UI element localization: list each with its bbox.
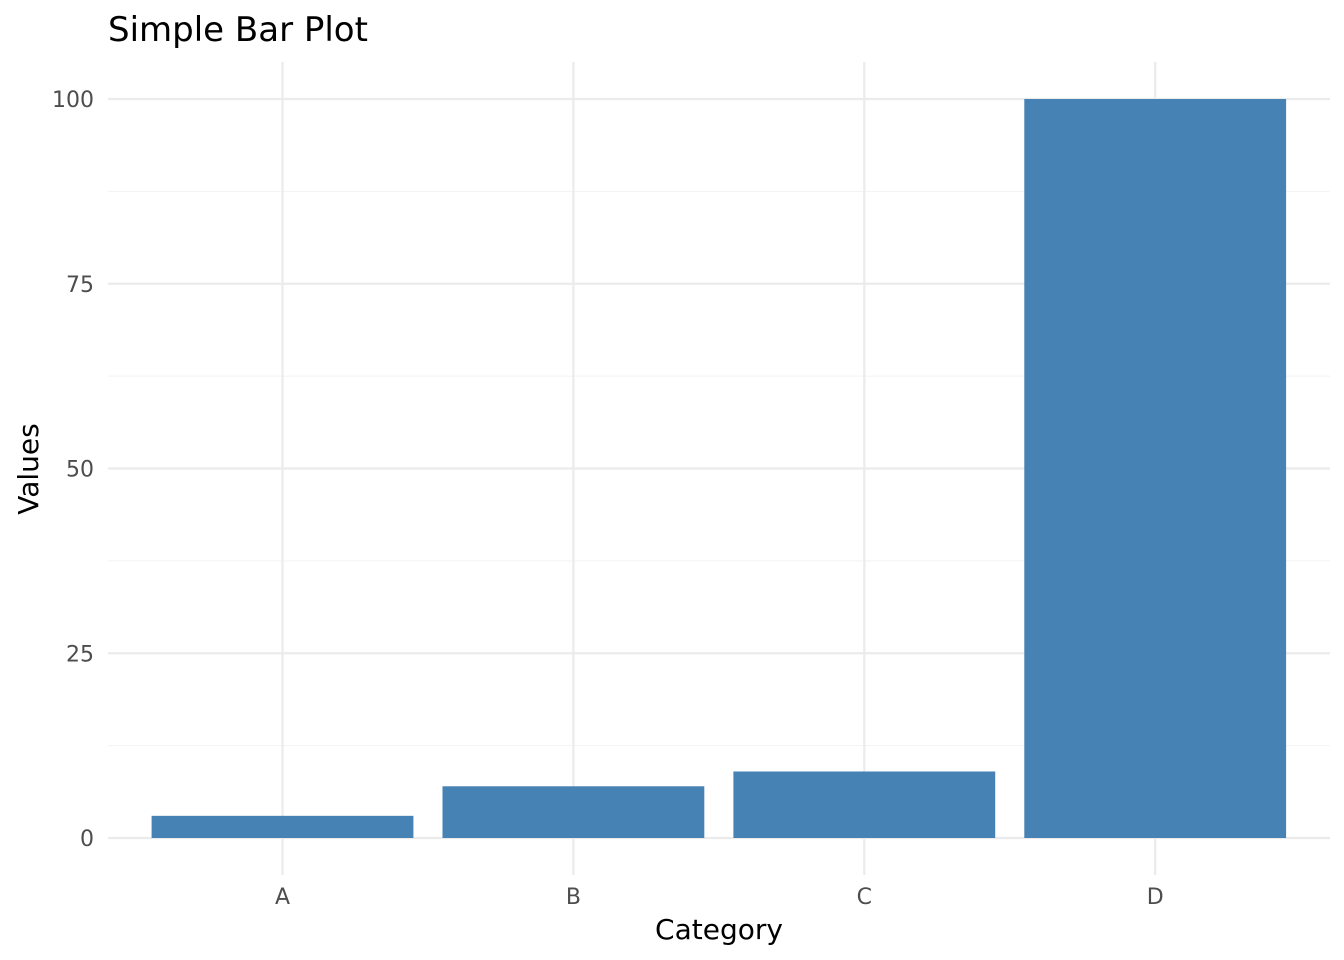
y-tick-label: 50: [66, 458, 94, 483]
bar-a: [151, 815, 414, 838]
y-tick-label: 100: [52, 88, 94, 113]
bars: [151, 99, 1287, 838]
x-tick-label: D: [1147, 885, 1164, 910]
y-tick-label: 75: [66, 273, 94, 298]
bar-b: [442, 786, 705, 838]
x-tick-label: C: [857, 885, 872, 910]
x-axis-ticks: A B C D: [275, 885, 1164, 910]
x-tick-label: A: [275, 885, 290, 910]
x-tick-label: B: [566, 885, 581, 910]
y-axis-ticks: 0 25 50 75 100: [52, 88, 94, 852]
bar-d: [1024, 99, 1287, 838]
y-tick-label: 0: [80, 827, 94, 852]
y-axis-title: Values: [12, 423, 45, 514]
chart-title: Simple Bar Plot: [108, 10, 368, 50]
y-tick-label: 25: [66, 642, 94, 667]
bar-c: [733, 771, 996, 838]
x-axis-title: Category: [655, 913, 783, 946]
